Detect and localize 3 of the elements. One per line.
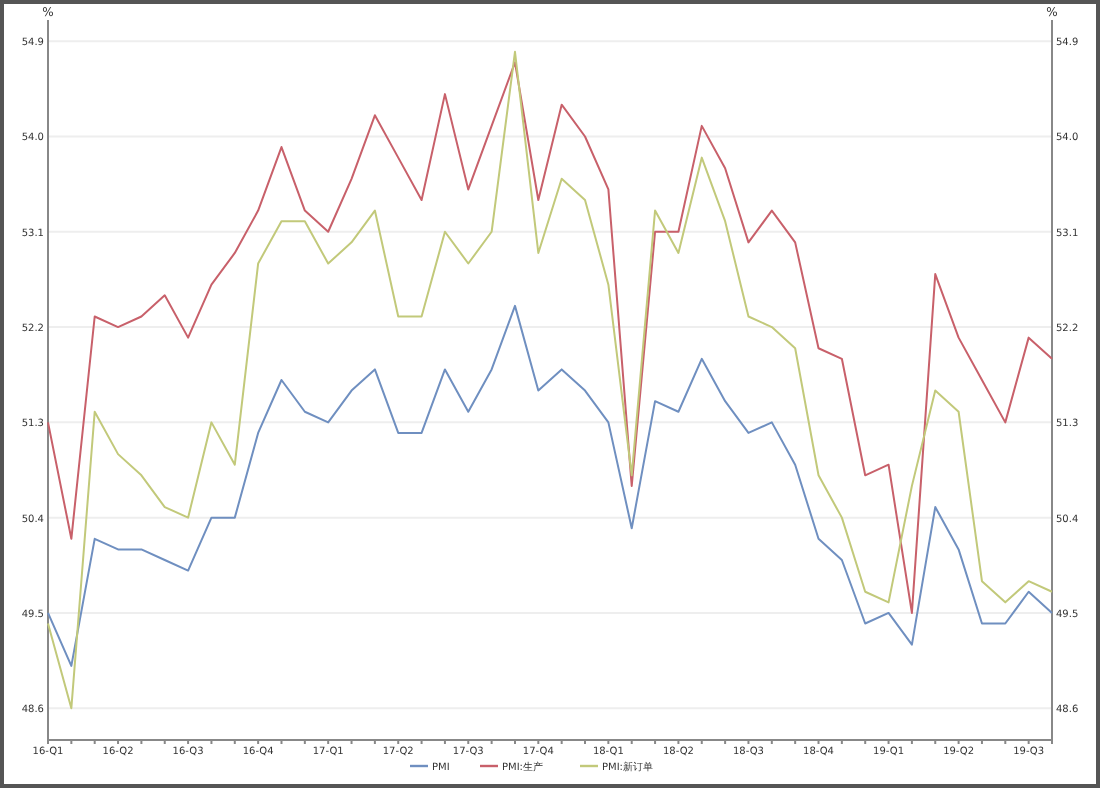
line-series <box>47 50 1053 710</box>
line-series <box>47 304 1053 667</box>
line-series <box>47 61 1053 614</box>
